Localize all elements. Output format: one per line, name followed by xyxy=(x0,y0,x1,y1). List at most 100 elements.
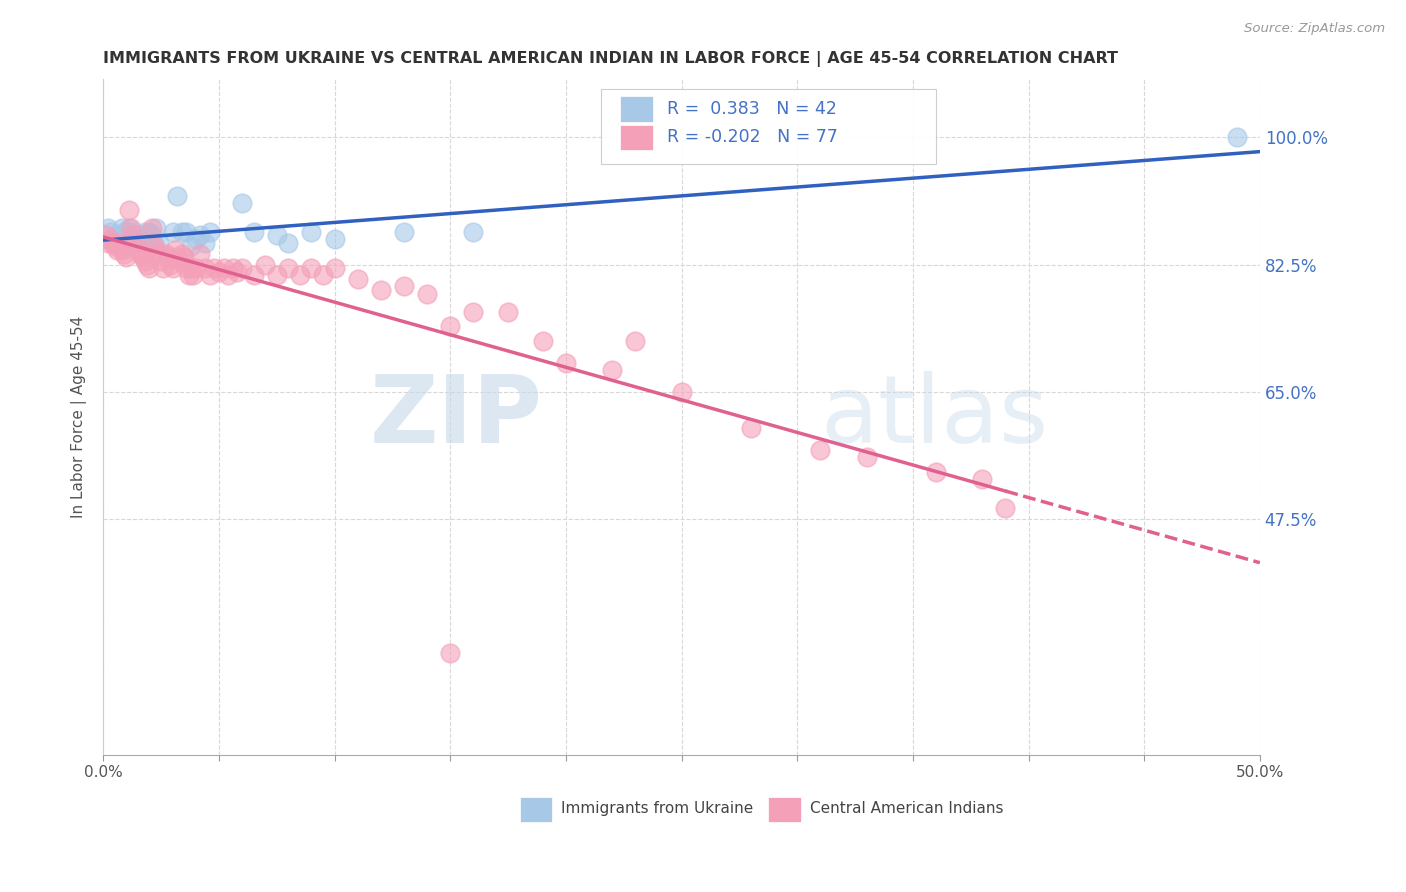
Point xyxy=(104,239,127,253)
Point xyxy=(118,203,141,218)
Point xyxy=(183,268,205,283)
Point xyxy=(120,221,142,235)
Point xyxy=(108,232,131,246)
Point xyxy=(104,235,127,250)
Point xyxy=(162,261,184,276)
Point xyxy=(134,254,156,268)
Point xyxy=(194,261,217,276)
Point xyxy=(166,250,188,264)
Point xyxy=(169,254,191,268)
Text: R =  0.383   N = 42: R = 0.383 N = 42 xyxy=(666,100,837,118)
FancyBboxPatch shape xyxy=(620,96,652,122)
Point xyxy=(439,319,461,334)
Point xyxy=(600,363,623,377)
Point xyxy=(463,225,485,239)
Point xyxy=(208,265,231,279)
Point xyxy=(226,265,249,279)
Point xyxy=(288,268,311,283)
Text: Central American Indians: Central American Indians xyxy=(810,801,1004,816)
Point xyxy=(97,235,120,250)
Point xyxy=(198,268,221,283)
Point xyxy=(122,232,145,246)
Point xyxy=(254,258,277,272)
Point xyxy=(222,261,245,276)
Point xyxy=(138,261,160,276)
Point xyxy=(166,188,188,202)
Point xyxy=(194,235,217,250)
Point xyxy=(671,384,693,399)
Point xyxy=(143,239,166,253)
Point xyxy=(180,239,202,253)
Point xyxy=(134,225,156,239)
FancyBboxPatch shape xyxy=(768,797,800,822)
Point xyxy=(143,235,166,250)
Point xyxy=(156,250,179,264)
Point xyxy=(1226,130,1249,145)
Point xyxy=(145,243,167,257)
Point xyxy=(242,225,264,239)
Point xyxy=(136,235,159,250)
Point xyxy=(127,228,149,243)
Text: Source: ZipAtlas.com: Source: ZipAtlas.com xyxy=(1244,22,1385,36)
Point xyxy=(808,442,831,457)
Point xyxy=(136,258,159,272)
Point xyxy=(108,235,131,250)
Point xyxy=(198,225,221,239)
Point xyxy=(105,228,128,243)
Point xyxy=(463,305,485,319)
Point xyxy=(162,225,184,239)
Point xyxy=(370,283,392,297)
Point xyxy=(277,261,299,276)
Point xyxy=(112,246,135,260)
Point xyxy=(120,225,142,239)
Point xyxy=(416,286,439,301)
Point xyxy=(392,225,415,239)
Y-axis label: In Labor Force | Age 45-54: In Labor Force | Age 45-54 xyxy=(72,316,87,518)
Text: R = -0.202   N = 77: R = -0.202 N = 77 xyxy=(666,128,838,146)
Point xyxy=(138,225,160,239)
Point xyxy=(170,246,193,260)
Point xyxy=(554,356,576,370)
Point xyxy=(299,225,322,239)
Point xyxy=(98,232,121,246)
Text: Immigrants from Ukraine: Immigrants from Ukraine xyxy=(561,801,754,816)
Point xyxy=(740,421,762,435)
Point xyxy=(141,221,163,235)
Text: IMMIGRANTS FROM UKRAINE VS CENTRAL AMERICAN INDIAN IN LABOR FORCE | AGE 45-54 CO: IMMIGRANTS FROM UKRAINE VS CENTRAL AMERI… xyxy=(103,51,1118,67)
Point xyxy=(155,246,177,260)
Point xyxy=(111,221,134,235)
Point xyxy=(152,261,174,276)
Point xyxy=(190,246,212,260)
Point xyxy=(266,228,288,243)
FancyBboxPatch shape xyxy=(620,125,652,150)
Point xyxy=(115,235,138,250)
Point xyxy=(184,232,207,246)
Point xyxy=(122,228,145,243)
Point xyxy=(190,228,212,243)
Point xyxy=(141,228,163,243)
Point xyxy=(94,228,117,243)
Point xyxy=(129,246,152,260)
Point xyxy=(180,261,202,276)
Point xyxy=(531,334,554,348)
Point xyxy=(131,250,153,264)
Point xyxy=(177,268,200,283)
Point xyxy=(98,225,121,239)
Point xyxy=(170,225,193,239)
Point xyxy=(323,261,346,276)
Point xyxy=(392,279,415,293)
Text: ZIP: ZIP xyxy=(370,371,543,463)
Point xyxy=(176,225,198,239)
Point xyxy=(105,243,128,257)
Point xyxy=(231,261,253,276)
Point xyxy=(150,254,173,268)
Point xyxy=(496,305,519,319)
Point xyxy=(176,261,198,276)
Point xyxy=(159,258,181,272)
Point xyxy=(127,243,149,257)
Point xyxy=(97,221,120,235)
Point xyxy=(217,268,239,283)
Point xyxy=(131,228,153,243)
Point xyxy=(145,221,167,235)
Point xyxy=(173,250,195,264)
